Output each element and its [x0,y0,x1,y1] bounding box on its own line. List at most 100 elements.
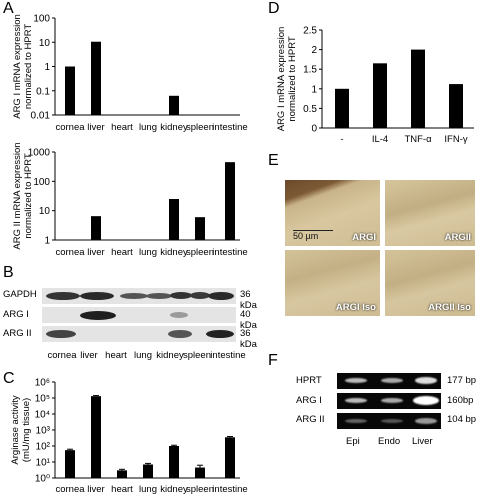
chart-d-bar [335,88,349,128]
chart-a-top-ytick-label: 1 [44,62,50,73]
chart-a-top-bar [91,41,101,115]
chart-c-ytick-label: 10² [36,442,51,453]
chart-c-bar [169,446,179,478]
chart-c-ytick-label: 10⁵ [35,394,50,405]
panel-label-e: E [268,152,279,169]
chart-a-top-category-label: cornea [55,122,85,133]
gel-size-arg1: 160bp [447,395,474,406]
chart-a-bottom-category-label: spleen [186,247,214,258]
blot-strip-gapdh [42,288,236,304]
chart-a-top-ytick-label: 0.01 [31,111,51,122]
gel-row-label-arg1: ARG I [296,395,322,406]
gel-strip-hprt [337,373,441,389]
micrograph-argii: ARGII [385,180,475,246]
blot-lane-label: kidney [156,350,184,361]
chart-a-bottom-bar [91,216,101,240]
micrograph-argi: 50 µm ARGI [285,180,380,246]
chart-a-bottom-ylabel: normalized to HPRT [23,153,34,239]
chart-a-top-category-label: intestine [212,122,247,133]
gel-strip-arg2 [337,413,441,429]
western-blot: GAPDH ARG I ARG II 36 kDa 40 kDa 36 kDa [0,284,262,364]
pcr-gel-panel: HPRT ARG I ARG II 177 bp 160bp 104 bp Ep… [262,365,487,495]
micrograph-label-argii: ARGII [444,232,471,243]
chart-a-top-category-label: spleen [186,122,214,133]
chart-d-ytick-label: 2.5 [303,26,317,37]
panel-label-b: B [3,264,14,281]
blot-lane-label: spleen [183,350,211,361]
chart-d-ylabel: ARG I mRNA expression [276,27,287,132]
chart-a-top-category-label: liver [87,122,104,133]
gel-row-label-arg2: ARG II [296,414,325,425]
chart-a-bottom-ytick-label: 1000 [28,148,51,159]
blot-row-label-gapdh: GAPDH [3,289,37,300]
chart-a-bottom-ytick-label: 100 [33,177,50,188]
blot-strip-arg2 [42,326,236,342]
chart-a-top-ytick-label: 100 [33,14,50,25]
chart-a-bottom-bar [195,217,205,240]
chart-c-ytick-label: 10⁴ [35,410,50,421]
chart-a-bottom-ytick-label: 1 [44,236,50,247]
chart-a-top-ylabel: normalized to HPRT [23,24,34,110]
chart-c-category-label: lung [139,484,157,495]
micrograph-label-argi: ARGI [352,232,376,243]
panel-label-f: F [268,352,278,369]
chart-a-bottom-category-label: liver [87,247,104,258]
chart-d-bar [411,49,425,128]
blot-lane-label: intestine [210,350,245,361]
chart-d-ylabel: normalized to HPRT [287,36,298,122]
blot-size-arg1: 40 kDa [240,309,257,331]
chart-a-top-category-label: kidney [160,122,188,133]
scale-bar-label: 50 µm [293,231,319,241]
chart-d-bar [373,63,387,128]
blot-lane-label: liver [80,350,97,361]
gel-lane-epi: Epi [346,436,360,447]
blot-lane-label: cornea [47,350,77,361]
chart-c-ytick-label: 10⁶ [35,378,50,389]
chart-a-bottom-bar [169,198,179,240]
chart-a-bottom-bar [225,162,235,240]
chart-a-bottom-category-label: lung [139,247,157,258]
gel-row-label-hprt: HPRT [296,375,322,386]
chart-d-ytick-label: 0.5 [303,104,317,115]
chart-d-ytick-label: 1.5 [303,65,317,76]
blot-lane-label: lung [134,350,152,361]
chart-c-bar [91,396,101,478]
gel-lane-endo: Endo [378,436,401,447]
chart-c-ylabel: (mU/mg tissue) [21,398,32,462]
gel-size-arg2: 104 bp [447,414,477,425]
chart-c-category-label: liver [87,484,104,495]
chart-c-category-label: cornea [55,484,85,495]
chart-c-ytick-label: 10¹ [36,458,51,469]
chart-a-bottom-category-label: intestine [212,247,247,258]
micrograph-argii-iso: ARGII Iso [385,250,475,316]
chart-d-bar [449,84,463,128]
chart-c: 10⁶ 10⁵ 10⁴ 10³ 10² 10¹ 10⁰ Arginase activity (m… [10,378,248,496]
chart-c-bar [143,464,153,478]
micrograph-label-argi-iso: ARGI Iso [335,302,376,313]
panel-label-d: D [268,0,280,17]
chart-a-bottom-ylabel: ARG II mRNA expression [12,142,23,249]
micrograph-label-argii-iso: ARGII Iso [428,302,471,313]
chart-c-bar [225,437,235,478]
blot-strip-arg1 [42,307,236,323]
chart-c-ytick-label: 10⁰ [35,474,50,485]
blot-row-label-arg2: ARG II [3,328,32,339]
chart-a-bottom-category-label: cornea [55,247,85,258]
chart-a-top-bar [169,95,179,115]
chart-c-category-label: intestine [212,484,247,495]
gel-size-hprt: 177 bp [447,375,477,386]
chart-d-ytick-label: 1 [311,84,317,95]
chart-d: 2.5 2 1.5 1 0.5 0 ARG I mRNA expression normali… [276,26,474,145]
chart-c-bar [195,467,205,478]
chart-c-category-label: spleen [186,484,214,495]
blot-lane-labels: cornea liver heart lung kidney spleen intestin… [47,350,245,361]
chart-a-top-ytick-label: 10 [39,38,51,49]
chart-c-ylabel: Arginase activity [10,395,21,464]
chart-a-bottom-category-label: kidney [160,247,188,258]
panel-label-a: A [3,0,14,17]
chart-d-category-label: TNF-α [404,134,432,145]
chart-d-category-label: - [340,134,343,145]
chart-c-bar [65,450,75,478]
chart-a-bottom-category-label: heart [111,247,133,258]
chart-a-top: 100 10 1 0.1 0.01 ARG I mRNA expression normal… [12,14,248,134]
